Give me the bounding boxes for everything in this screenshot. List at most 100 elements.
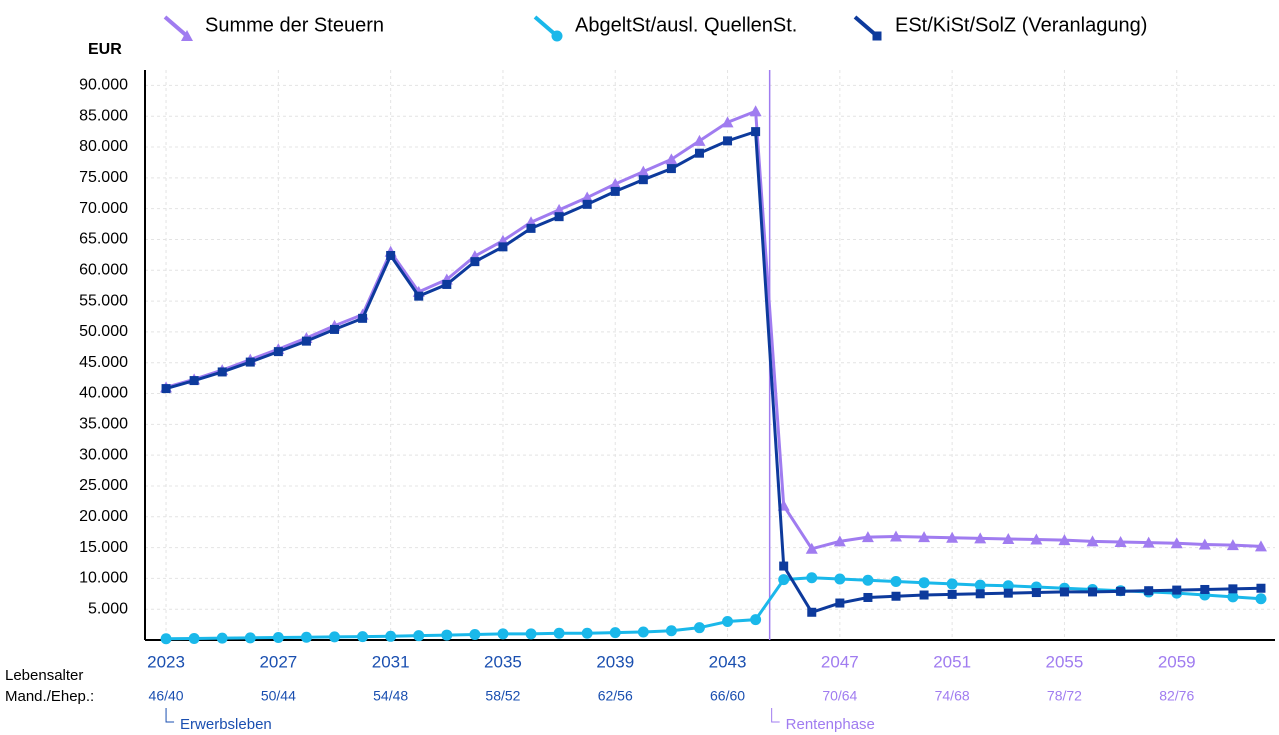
data-point — [441, 629, 453, 641]
data-point — [1227, 591, 1239, 603]
data-point — [833, 535, 846, 547]
data-point — [974, 579, 986, 591]
data-point — [750, 614, 762, 626]
x-tick-label: 2047 — [821, 652, 859, 671]
x-tick-label: 2027 — [259, 652, 297, 671]
y-tick-label: 65.000 — [79, 231, 128, 248]
data-point — [385, 630, 397, 642]
data-point — [665, 153, 678, 165]
data-point — [805, 542, 818, 554]
y-tick-label: 5.000 — [88, 600, 128, 617]
data-point — [890, 575, 902, 587]
data-point — [330, 324, 340, 334]
data-point — [1116, 586, 1126, 596]
data-point — [666, 164, 676, 174]
data-point — [834, 573, 846, 585]
data-point — [891, 591, 901, 601]
age-label: 62/56 — [598, 688, 633, 704]
age-row-label: Lebensalter — [5, 667, 83, 684]
data-point — [778, 574, 790, 586]
data-point — [272, 632, 284, 644]
data-point — [357, 631, 369, 643]
legend-marker — [551, 30, 563, 42]
data-point — [889, 530, 902, 542]
data-point — [609, 178, 622, 189]
y-tick-label: 40.000 — [79, 385, 128, 402]
data-point — [861, 531, 874, 543]
data-point — [919, 590, 929, 600]
data-point — [1030, 533, 1043, 545]
x-tick-label: 2031 — [372, 652, 410, 671]
phase-label: Rentenphase — [786, 716, 875, 733]
age-row-sublabel: Mand./Ehep.: — [5, 688, 94, 705]
data-point — [273, 347, 283, 357]
data-point — [301, 336, 311, 346]
phase-bracket — [771, 708, 780, 723]
data-point — [1254, 540, 1267, 552]
data-point — [835, 598, 845, 608]
age-label: 74/68 — [935, 688, 970, 704]
data-point — [161, 384, 171, 394]
data-point — [1228, 584, 1238, 594]
legend-label: Summe der Steuern — [205, 14, 384, 36]
data-point — [751, 127, 761, 137]
y-tick-label: 15.000 — [79, 539, 128, 556]
data-point — [329, 631, 341, 643]
data-point — [637, 165, 650, 177]
phase-label: Erwerbsleben — [180, 716, 272, 733]
data-point — [413, 630, 425, 642]
data-point — [469, 628, 481, 640]
data-point — [526, 223, 536, 233]
data-point — [1002, 580, 1014, 592]
y-tick-label: 25.000 — [79, 477, 128, 494]
y-axis-label: EUR — [88, 41, 122, 58]
y-tick-label: 45.000 — [79, 354, 128, 371]
data-point — [779, 561, 789, 571]
data-point — [525, 628, 537, 640]
data-point — [553, 203, 566, 215]
phase-bracket — [165, 708, 175, 723]
data-point — [498, 242, 508, 252]
y-tick-label: 75.000 — [79, 169, 128, 186]
y-tick-label: 70.000 — [79, 200, 128, 217]
data-point — [1086, 535, 1099, 547]
data-point — [1058, 534, 1071, 546]
data-point — [947, 589, 957, 599]
legend-label: AbgeltSt/ausl. QuellenSt. — [575, 14, 797, 36]
x-tick-label: 2035 — [484, 652, 522, 671]
data-point — [637, 626, 649, 638]
data-point — [554, 212, 564, 222]
data-point — [946, 578, 958, 590]
age-label: 70/64 — [822, 688, 857, 704]
x-tick-label: 2055 — [1046, 652, 1084, 671]
data-point — [1170, 537, 1183, 549]
age-label: 82/76 — [1159, 688, 1194, 704]
legend-swatch — [163, 15, 189, 38]
y-tick-label: 90.000 — [79, 77, 128, 94]
data-point — [1144, 586, 1154, 596]
age-label: 78/72 — [1047, 688, 1082, 704]
y-tick-label: 10.000 — [79, 570, 128, 587]
data-point — [160, 633, 172, 645]
series-line — [165, 109, 1262, 551]
data-point — [1142, 536, 1155, 548]
data-point — [216, 632, 228, 644]
data-point — [581, 627, 593, 639]
data-point — [918, 531, 931, 543]
y-tick-label: 55.000 — [79, 292, 128, 309]
data-point — [244, 632, 256, 644]
data-point — [863, 592, 873, 602]
data-point — [975, 589, 985, 599]
data-point — [1002, 532, 1015, 544]
data-point — [1031, 588, 1041, 598]
age-label: 58/52 — [485, 688, 520, 704]
data-point — [581, 191, 594, 203]
data-point — [1200, 584, 1210, 594]
data-point — [553, 627, 565, 639]
data-point — [358, 313, 368, 323]
data-point — [1088, 587, 1098, 597]
data-point — [610, 186, 620, 196]
x-tick-label: 2043 — [709, 652, 747, 671]
data-point — [722, 616, 734, 628]
data-point — [442, 279, 452, 289]
